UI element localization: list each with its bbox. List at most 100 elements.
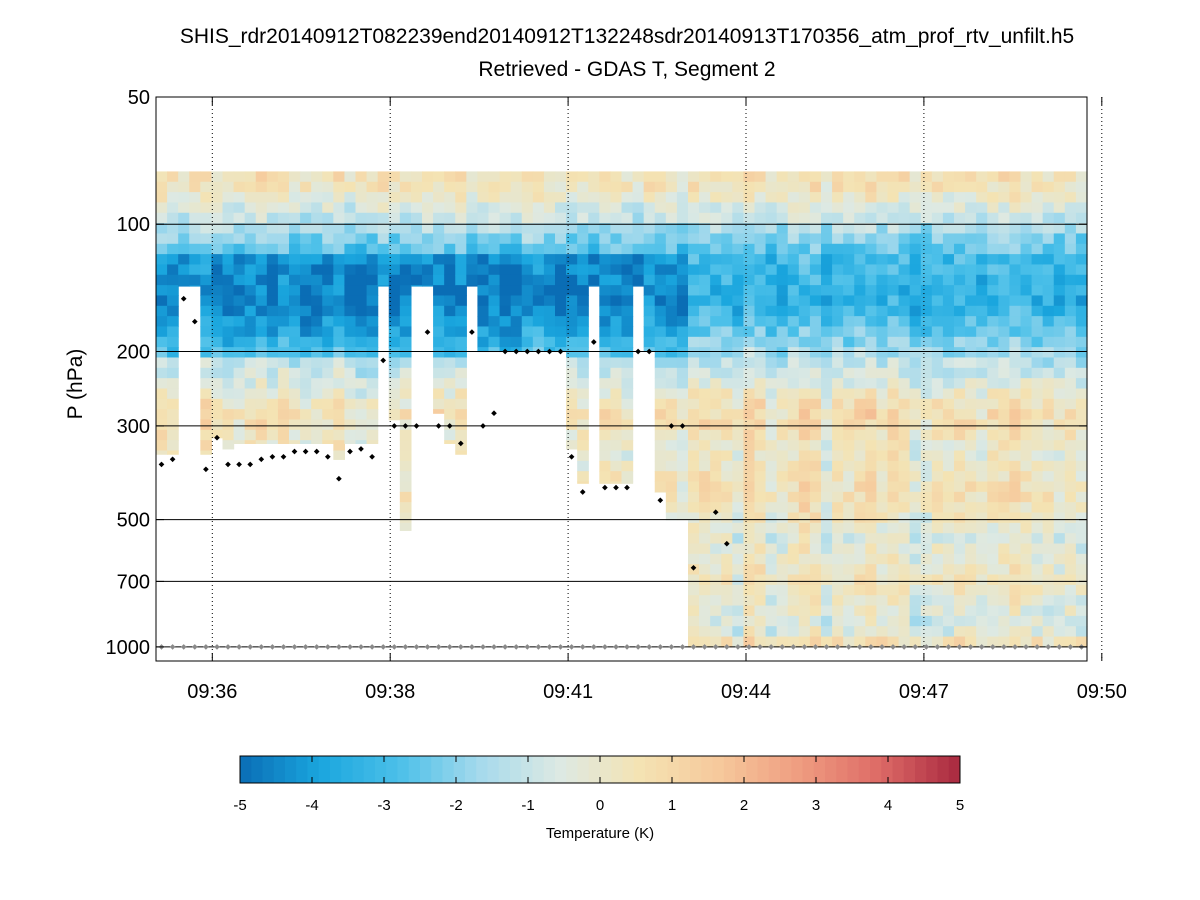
heatmap-cell: [931, 233, 944, 245]
heatmap-cell: [1075, 491, 1088, 503]
heatmap-cell: [854, 398, 866, 410]
heatmap-cell: [422, 233, 434, 245]
heatmap-cell: [876, 615, 889, 627]
heatmap-cell: [743, 636, 756, 648]
heatmap-cell: [754, 336, 767, 348]
heatmap-cell: [965, 295, 977, 307]
colorbar-tick-label: -3: [377, 797, 390, 814]
heatmap-cell: [865, 512, 878, 524]
heatmap-cell: [721, 481, 733, 493]
heatmap-cell: [632, 274, 645, 286]
heatmap-cell: [422, 202, 434, 214]
heatmap-cell: [555, 202, 567, 214]
heatmap-cell: [898, 605, 911, 617]
colorbar-cell: [498, 756, 511, 783]
heatmap-cell: [1020, 212, 1033, 224]
heatmap-cell: [167, 305, 179, 317]
heatmap-cell: [344, 347, 357, 359]
heatmap-cell: [1075, 285, 1088, 297]
heatmap-cell: [277, 429, 290, 441]
heatmap-cell: [809, 605, 822, 617]
heatmap-cell: [920, 512, 933, 524]
colorbar-cell: [251, 756, 263, 783]
heatmap-cell: [599, 264, 612, 276]
heatmap-cell: [843, 553, 855, 565]
heatmap-cell: [665, 440, 678, 452]
heatmap-cell: [876, 481, 889, 493]
heatmap-cell: [832, 419, 844, 431]
heatmap-cell: [732, 481, 745, 493]
heatmap-cell: [998, 367, 1011, 379]
heatmap-cell: [843, 326, 855, 338]
colorbar-cell: [937, 756, 950, 783]
heatmap-cell: [920, 574, 933, 586]
heatmap-cell: [1031, 512, 1044, 524]
heatmap-cell: [699, 181, 711, 193]
heatmap-cell: [532, 192, 545, 204]
heatmap-cell: [510, 223, 523, 235]
heatmap-cell: [388, 192, 401, 204]
heatmap-cell: [887, 243, 900, 255]
heatmap-cell: [965, 212, 977, 224]
heatmap-cell: [1064, 512, 1077, 524]
heatmap-cell: [976, 460, 988, 472]
surface-marker: [391, 644, 398, 650]
heatmap-cell: [920, 615, 933, 627]
heatmap-cell: [222, 347, 235, 359]
heatmap-cell: [156, 295, 168, 307]
heatmap-cell: [422, 254, 434, 266]
heatmap-cell: [920, 357, 933, 369]
heatmap-cell: [1053, 223, 1066, 235]
surface-marker: [590, 644, 597, 650]
heatmap-cell: [167, 212, 179, 224]
heatmap-cell: [954, 378, 966, 390]
heatmap-cell: [543, 171, 556, 183]
heatmap-cell: [965, 460, 977, 472]
heatmap-cell: [399, 171, 412, 183]
heatmap-cell: [798, 543, 811, 555]
heatmap-cell: [1020, 615, 1033, 627]
heatmap-cell: [909, 409, 922, 421]
heatmap-cell: [732, 212, 745, 224]
heatmap: [156, 171, 1088, 648]
heatmap-cell: [843, 605, 855, 617]
heatmap-cell: [942, 533, 955, 545]
colorbar-tick-label: -2: [449, 797, 462, 814]
heatmap-cell: [266, 171, 279, 183]
heatmap-cell: [754, 440, 767, 452]
heatmap-cell: [754, 181, 767, 193]
heatmap-cell: [1053, 626, 1066, 638]
heatmap-cell: [477, 243, 490, 255]
heatmap-cell: [333, 429, 346, 441]
heatmap-cell: [743, 553, 756, 565]
heatmap-cell: [821, 378, 833, 390]
heatmap-cell: [920, 233, 933, 245]
heatmap-cell: [843, 636, 855, 648]
heatmap-cell: [410, 233, 423, 245]
heatmap-cell: [954, 512, 966, 524]
heatmap-cell: [976, 409, 988, 421]
heatmap-cell: [942, 615, 955, 627]
heatmap-cell: [688, 233, 700, 245]
heatmap-cell: [1053, 357, 1066, 369]
heatmap-cell: [532, 254, 545, 266]
heatmap-cell: [643, 243, 656, 255]
cloud-top-marker: [435, 423, 442, 429]
heatmap-cell: [410, 171, 423, 183]
heatmap-cell: [266, 429, 279, 441]
heatmap-cell: [987, 522, 999, 534]
heatmap-cell: [499, 264, 512, 276]
heatmap-cell: [865, 285, 878, 297]
heatmap-cell: [521, 336, 534, 348]
heatmap-cell: [1064, 409, 1077, 421]
heatmap-cell: [1020, 378, 1033, 390]
heatmap-cell: [444, 192, 456, 204]
heatmap-cell: [954, 223, 966, 235]
heatmap-cell: [920, 305, 933, 317]
heatmap-cell: [931, 533, 944, 545]
heatmap-cell: [754, 419, 767, 431]
heatmap-cell: [809, 409, 822, 421]
heatmap-cell: [721, 388, 733, 400]
colorbar-cell: [667, 756, 680, 783]
heatmap-cell: [854, 615, 866, 627]
